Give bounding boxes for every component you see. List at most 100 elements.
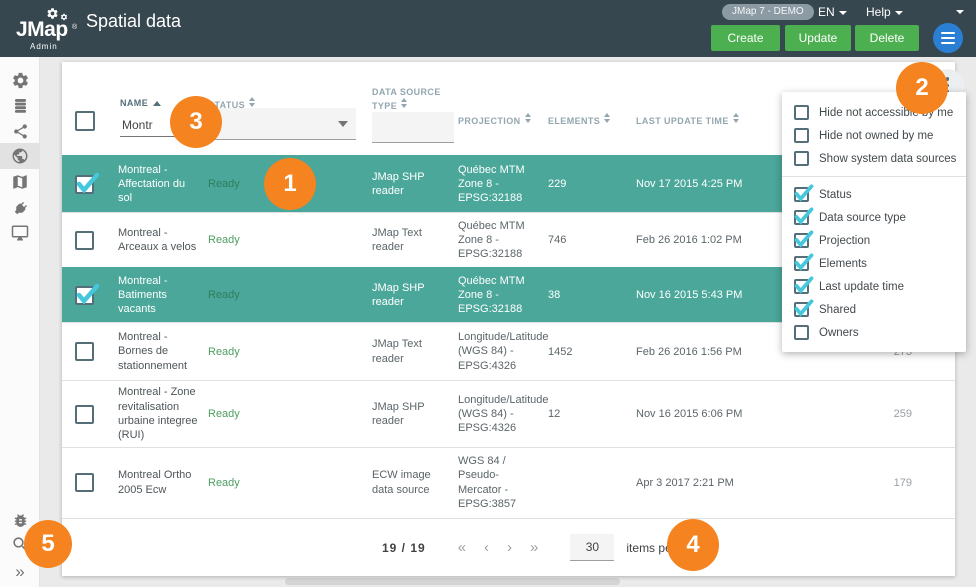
table-row[interactable]: Montreal Ortho 2005 Ecw Ready ECW image … [62,447,955,517]
cell-projection: Longitude/Latitude (WGS 84) - EPSG:4326 [458,393,548,435]
pagination-bar: 19 / 19 « ‹ › » items per page [62,518,955,576]
column-header-name[interactable]: NAME [120,98,162,108]
data-sources-icon[interactable] [0,93,40,119]
menu-item-elements[interactable]: Elements [782,252,966,275]
cell-name: Montreal - Arceaux a velos [118,226,197,253]
cell-shared: 179 [893,476,912,489]
page-indicator: 19 / 19 [382,540,426,555]
previous-page-button[interactable]: ‹ [484,539,490,556]
checkbox-checked[interactable] [794,253,814,271]
create-button[interactable]: Create [711,25,780,51]
logo-gear-icon [47,8,58,19]
cell-last-update: Nov 16 2015 5:43 PM [636,289,743,301]
checkbox-unchecked[interactable] [794,128,809,143]
status-filter-select[interactable] [208,108,356,140]
column-header-status[interactable]: STATUS [208,97,256,110]
checkbox-unchecked[interactable] [794,151,809,166]
table-row[interactable]: Montreal - Zone revitalisation urbaine i… [62,380,955,447]
row-checkbox[interactable] [75,473,94,492]
callout-2: 2 [896,62,948,114]
menu-item-projection[interactable]: Projection [782,229,966,252]
data-source-type-filter-input[interactable] [372,112,454,143]
status-badge: Ready [208,289,240,301]
page-title: Spatial data [86,11,182,31]
main-menu-button[interactable] [933,23,963,53]
checkbox-unchecked[interactable] [794,325,809,340]
menu-item-hide-not-owned[interactable]: Hide not owned by me [782,124,966,147]
plugins-icon[interactable] [0,195,40,221]
last-page-button[interactable]: » [530,539,539,556]
cell-projection: Québec MTM Zone 8 - EPSG:32188 [458,163,525,205]
cell-name: Montreal - Batiments vacants [118,274,168,316]
cell-name: Montreal Ortho 2005 Ecw [118,469,192,496]
select-all-checkbox[interactable] [75,111,95,131]
first-page-button[interactable]: « [457,539,467,556]
logo-text: JMap [16,18,68,41]
cell-data-source-type: JMap Text reader [372,226,422,253]
environment-badge: JMap 7 - DEMO [722,4,814,20]
checkbox-checked[interactable] [794,207,814,225]
table-row[interactable]: Montreal - Arceaux a velos Ready JMap Te… [62,212,955,267]
menu-item-data-source-type[interactable]: Data source type [782,206,966,229]
column-header-projection[interactable]: PROJECTION [458,113,531,126]
row-checkbox-checked[interactable] [75,175,94,194]
sort-icon [732,113,739,123]
share-icon[interactable] [0,118,40,144]
account-chevron-icon[interactable] [956,10,964,14]
column-header-data-source-type[interactable]: DATA SOURCE TYPE [372,87,441,112]
update-button[interactable]: Update [785,25,851,51]
checkbox-checked[interactable] [794,276,814,294]
status-badge: Ready [208,408,240,420]
callout-4: 4 [667,519,719,571]
checkbox-checked[interactable] [794,299,814,317]
callout-3: 3 [170,96,222,148]
row-checkbox[interactable] [75,230,94,250]
menu-item-show-system-sources[interactable]: Show system data sources [782,147,966,170]
cell-data-source-type: JMap SHP reader [372,170,425,197]
language-menu[interactable]: EN [818,5,847,19]
cell-elements: 12 [548,408,561,420]
column-header-last-update-time[interactable]: LAST UPDATE TIME [636,113,739,126]
spatial-data-icon[interactable] [0,143,40,169]
column-options-menu: Hide not accessible by me Hide not owned… [782,92,966,352]
menu-item-last-update-time[interactable]: Last update time [782,275,966,298]
column-header-elements[interactable]: ELEMENTS [548,113,611,126]
chevron-down-icon [838,10,847,15]
collapse-expand-icon[interactable]: » [15,562,25,581]
cell-projection: Québec MTM Zone 8 - EPSG:32188 [458,219,525,261]
row-checkbox[interactable] [75,342,94,361]
menu-divider [782,176,966,177]
checkbox-unchecked[interactable] [794,105,809,120]
status-badge: Ready [208,234,240,246]
kebab-icon [945,77,950,81]
cell-last-update: Feb 26 2016 1:56 PM [636,345,742,358]
cell-name: Montreal - Affectation du sol [118,163,186,205]
cell-data-source-type: ECW image data source [372,469,431,496]
settings-icon[interactable] [0,67,40,93]
app-header: JMap ® Admin Spatial data JMap 7 - DEMO … [0,0,976,57]
deployment-icon[interactable] [0,220,40,246]
delete-button[interactable]: Delete [855,25,919,51]
items-per-page-input[interactable] [570,534,615,561]
logo-registered-mark: ® [72,24,78,31]
menu-item-owners[interactable]: Owners [782,321,966,344]
cell-projection: Québec MTM Zone 8 - EPSG:32188 [458,274,525,316]
cell-elements: 1452 [548,345,573,358]
menu-item-shared[interactable]: Shared [782,298,966,321]
next-page-button[interactable]: › [507,539,513,556]
maps-icon[interactable] [0,169,40,195]
cell-data-source-type: JMap Text reader [372,338,422,365]
horizontal-scrollbar[interactable] [285,578,620,585]
menu-item-status[interactable]: Status [782,183,966,206]
row-checkbox-checked[interactable] [75,286,94,305]
table-row[interactable]: Montreal - Bornes de stationnement Ready… [62,322,955,380]
checkbox-checked[interactable] [794,230,814,248]
cell-last-update: Nov 16 2015 6:06 PM [636,408,743,420]
row-checkbox[interactable] [75,404,94,424]
checkbox-checked[interactable] [794,184,814,202]
cell-last-update: Nov 17 2015 4:25 PM [636,178,743,190]
cell-name: Montreal - Bornes de stationnement [118,331,188,372]
app-logo[interactable]: JMap ® Admin [16,8,80,52]
help-menu[interactable]: Help [866,5,903,19]
chevron-down-icon [338,121,348,127]
